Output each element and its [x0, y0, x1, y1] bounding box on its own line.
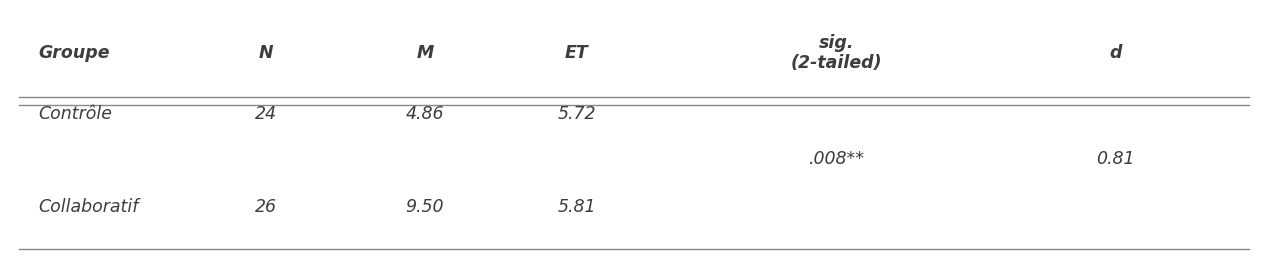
- Text: 5.81: 5.81: [558, 198, 596, 216]
- Text: N: N: [259, 44, 274, 62]
- Text: 0.81: 0.81: [1097, 150, 1135, 168]
- Text: Collaboratif: Collaboratif: [38, 198, 138, 216]
- Text: ET: ET: [566, 44, 588, 62]
- Text: 26: 26: [255, 198, 278, 216]
- Text: Groupe: Groupe: [38, 44, 109, 62]
- Text: sig.
(2-tailed): sig. (2-tailed): [791, 34, 883, 72]
- Text: 24: 24: [255, 105, 278, 123]
- Text: .008**: .008**: [809, 150, 865, 168]
- Text: Contrôle: Contrôle: [38, 105, 112, 123]
- Text: 9.50: 9.50: [406, 198, 444, 216]
- Text: d: d: [1110, 44, 1122, 62]
- Text: M: M: [416, 44, 434, 62]
- Text: 4.86: 4.86: [406, 105, 444, 123]
- Text: 5.72: 5.72: [558, 105, 596, 123]
